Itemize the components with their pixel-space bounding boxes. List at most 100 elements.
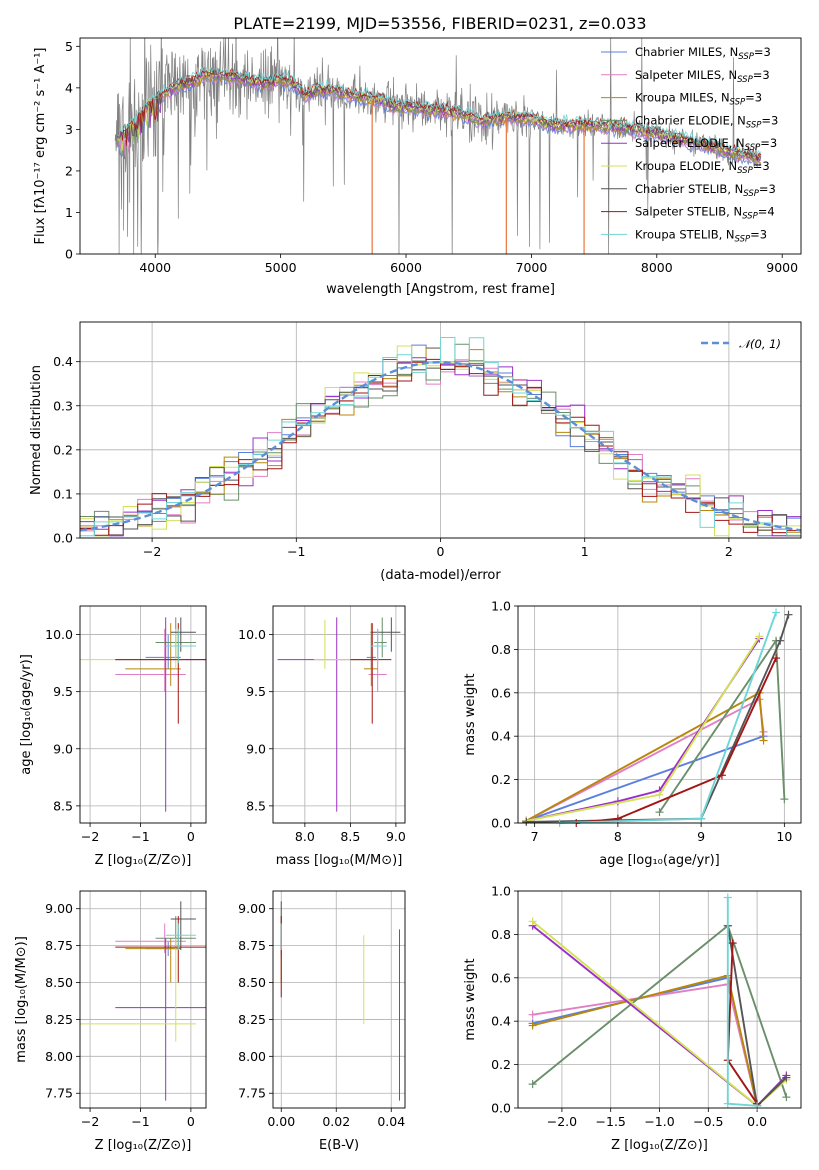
y-tick-label: 0.4 — [53, 354, 73, 369]
y-tick-label: 9.00 — [238, 901, 266, 916]
x-tick-label: 2 — [725, 544, 733, 559]
x-tick-label: −1 — [131, 1114, 149, 1129]
mass-weight-vs-age-frame — [517, 605, 802, 824]
legend-subscript: SSP — [737, 166, 753, 176]
series-line — [525, 735, 764, 822]
x-tick-label: 4000 — [139, 260, 171, 275]
age-vs-mass-data — [277, 617, 401, 812]
series-line — [526, 637, 761, 822]
y-tick-label: 0.0 — [491, 816, 511, 831]
legend-subscript: SSP — [745, 143, 761, 153]
mass-vs-Z-data — [80, 901, 206, 1101]
age-vs-Z-frame — [79, 605, 207, 824]
x-tick-label: −0.5 — [693, 1114, 723, 1129]
age-vs-mass-frame — [272, 605, 406, 824]
x-tick-label: 0.02 — [322, 1114, 350, 1129]
y-tick-label: 0.0 — [491, 1101, 511, 1116]
legend-entry: Salpeter STELIB, NSSP=4 — [635, 205, 775, 222]
legend-entry: Chabrier MILES, NSSP=3 — [635, 45, 771, 62]
legend-subscript: SSP — [730, 98, 746, 108]
y-tick-label: 8.50 — [238, 975, 266, 990]
y-axis-label: Normed distribution — [29, 365, 44, 495]
y-tick-label: 2 — [65, 163, 73, 178]
mass-vs-Z-axes: −2 −1 0 7.75 8.00 8.25 8.50 8.75 9.00 — [45, 891, 206, 1129]
x-tick-label: 7 — [531, 829, 539, 844]
y-tick-label: 0.8 — [491, 927, 511, 942]
x-tick-label: 5000 — [265, 260, 297, 275]
x-tick-label: 8.5 — [340, 829, 360, 844]
y-tick-label: 4 — [65, 80, 73, 95]
y-tick-label: 5 — [65, 39, 73, 54]
legend-suffix: =3 — [753, 68, 770, 82]
y-tick-label: 0.0 — [53, 531, 73, 546]
x-tick-label: −2.0 — [547, 1114, 577, 1129]
x-tick-label: 0 — [187, 1114, 195, 1129]
y-tick-label: 8.5 — [246, 798, 266, 813]
normal-reference-curve — [80, 360, 801, 532]
mass-vs-Z-frame — [79, 890, 207, 1109]
y-axis-label: mass weight — [463, 958, 478, 1040]
legend-text: Chabrier STELIB, N — [635, 182, 743, 196]
y-tick-label: 7.75 — [238, 1086, 266, 1101]
mass-vs-ebv-axes: 0.00 0.02 0.04 7.75 8.00 8.25 8.50 8.75 9.00 — [238, 891, 405, 1129]
residuals-data — [80, 336, 801, 537]
x-tick-label: 0.04 — [377, 1114, 405, 1129]
y-tick-label: 8.75 — [45, 938, 73, 953]
y-tick-label: 8.25 — [45, 1012, 73, 1027]
y-tick-label: 9.5 — [246, 684, 266, 699]
x-tick-label: 9000 — [766, 260, 798, 275]
x-tick-label: 9.0 — [386, 829, 406, 844]
spectrum-frame — [79, 37, 802, 255]
y-tick-label: 0.2 — [491, 1057, 511, 1072]
legend-text: Kroupa MILES, N — [635, 91, 730, 105]
y-tick-label: 0.1 — [53, 486, 73, 501]
y-tick-label: 9.5 — [53, 684, 73, 699]
x-tick-label: −2 — [81, 829, 99, 844]
x-tick-label: 0 — [187, 829, 195, 844]
legend-entry: Salpeter MILES, NSSP=3 — [635, 68, 770, 85]
y-tick-label: 9.0 — [53, 741, 73, 756]
legend-text: Chabrier ELODIE, N — [635, 113, 746, 127]
x-axis-label: wavelength [Angstrom, rest frame] — [326, 282, 555, 297]
y-tick-label: 7.75 — [45, 1086, 73, 1101]
legend-subscript: SSP — [738, 52, 754, 62]
legend-text: Chabrier MILES, N — [635, 45, 738, 59]
y-tick-label: 0.6 — [491, 685, 511, 700]
series-line — [532, 983, 759, 1107]
y-tick-label: 0.3 — [53, 398, 73, 413]
mass-vs-ebv-data — [280, 901, 400, 1101]
y-tick-label: 9.00 — [45, 901, 73, 916]
y-tick-label: 1 — [65, 205, 73, 220]
y-tick-label: 0 — [65, 247, 73, 262]
x-axis-label: mass [log₁₀(M/M⊙)] — [276, 853, 403, 868]
x-tick-label: −1.0 — [644, 1114, 674, 1129]
legend-entry: Kroupa STELIB, NSSP=3 — [635, 227, 767, 244]
model-spectrum-line — [117, 67, 762, 161]
legend-entry: 𝒩(0, 1) — [739, 337, 781, 351]
x-axis-label: E(B-V) — [319, 1138, 359, 1153]
x-tick-label: −2 — [81, 1114, 99, 1129]
x-tick-label: 0.00 — [267, 1114, 295, 1129]
y-tick-label: 8.25 — [238, 1012, 266, 1027]
legend-entry: Chabrier ELODIE, NSSP=3 — [635, 113, 778, 130]
legend-suffix: =3 — [745, 91, 762, 105]
age-vs-mass-axes: 8.0 8.5 9.0 8.5 9.0 9.5 10.0 — [238, 606, 406, 844]
age-vs-Z-data — [80, 617, 206, 812]
residuals-frame — [79, 321, 802, 539]
series-line — [526, 635, 761, 822]
series-line — [532, 974, 759, 1107]
legend-subscript: SSP — [746, 120, 762, 130]
series-line — [559, 612, 777, 824]
spectrum-data — [114, 38, 762, 254]
x-tick-label: −1.5 — [596, 1114, 626, 1129]
legend-entry: Salpeter ELODIE, NSSP=3 — [635, 136, 777, 153]
residuals-axes: −2 −1 0 1 2 0.0 0.1 0.2 0.3 0.4 — [53, 322, 801, 559]
y-tick-label: 0.6 — [491, 970, 511, 985]
x-tick-label: 8000 — [641, 260, 673, 275]
y-axis-label: age [log₁₀(age/yr)] — [19, 654, 34, 775]
mass-weight-vs-Z-axes: −2.0 −1.5 −1.0 −0.5 0.0 0.0 0.2 0.4 0.6 0.8 1.0 — [491, 884, 801, 1129]
x-tick-label: 8 — [614, 829, 622, 844]
legend-suffix: =3 — [753, 159, 770, 173]
legend-text: Kroupa STELIB, N — [635, 227, 735, 241]
